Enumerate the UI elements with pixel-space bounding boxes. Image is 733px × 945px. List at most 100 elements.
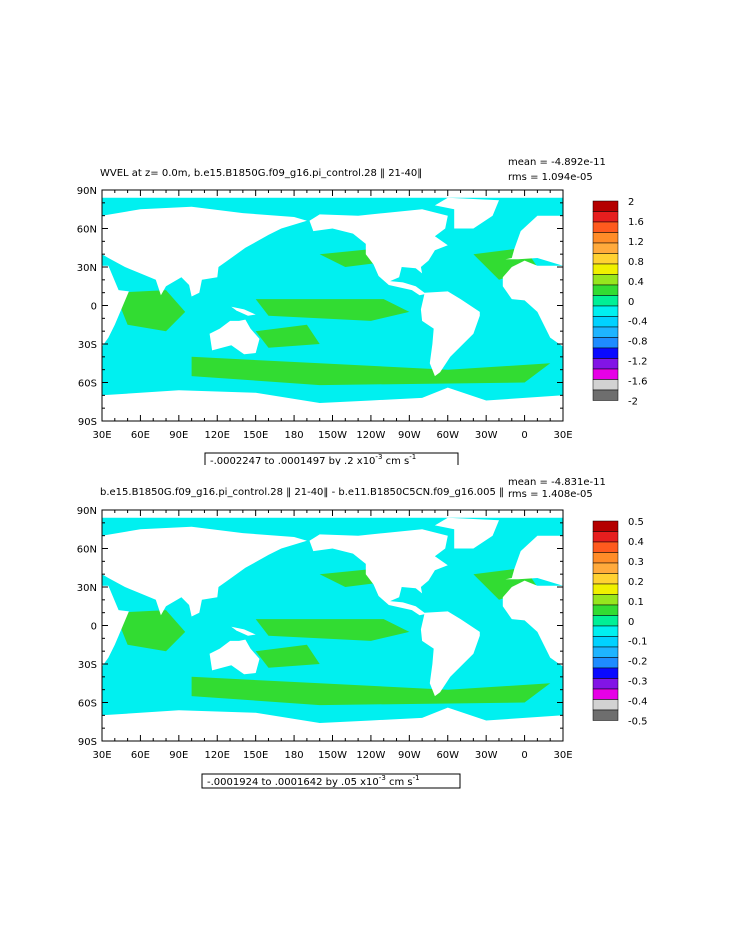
colorbar-label: 2 (628, 197, 634, 208)
colorbar-label: 1.2 (628, 237, 644, 248)
colorbar-label: 0.1 (628, 597, 644, 608)
y-tick-label: 0 (91, 302, 97, 313)
colorbar: 2 1.6 1.2 0.8 0.4 0 -0.4 -0.8 -1.2 -1.6 -2 (592, 197, 648, 408)
upwelling-region (255, 299, 410, 321)
x-tick-label: 120E (205, 750, 230, 761)
land-mask (434, 517, 499, 549)
x-tick-label: 150E (243, 750, 268, 761)
range-box: -.0002247 to .0001497 by .2 x10-3 cm s-1 (204, 452, 459, 465)
colorbar-label: -0.4 (628, 697, 648, 708)
land-mask (102, 707, 563, 741)
x-tick-label: 60E (131, 430, 150, 441)
upwelling-region (255, 644, 320, 668)
colorbar-cell (592, 295, 619, 307)
colorbar-label: 0 (628, 617, 634, 628)
colorbar-label: 0.4 (628, 537, 644, 548)
colorbar-cell (592, 531, 619, 543)
y-tick-label: 30S (78, 660, 97, 671)
land-mask (209, 639, 260, 675)
y-tick-label: 90N (77, 186, 97, 197)
colorbar-cell (592, 263, 619, 275)
colorbar-cell (592, 316, 619, 328)
colorbar-label: 0.5 (628, 517, 644, 528)
x-tick-label: 120E (205, 430, 230, 441)
land-mask (309, 529, 448, 616)
colorbar-cell (592, 709, 619, 721)
colorbar-cell (592, 211, 619, 223)
x-tick-label: 60W (436, 750, 459, 761)
colorbar-cell (592, 520, 619, 532)
map-plot (102, 510, 563, 741)
colorbar-label: 0 (628, 297, 634, 308)
land-mask (309, 209, 448, 296)
range-units-exp: -1 (413, 774, 420, 782)
x-tick-label: 90E (169, 430, 188, 441)
rms-label: rms = 1.408e-05 (508, 489, 593, 500)
colorbar-cell (592, 573, 619, 585)
y-tick-label: 60N (77, 225, 97, 236)
colorbar-cell (592, 337, 619, 349)
land-mask (102, 585, 129, 667)
land-mask (102, 387, 563, 421)
colorbar-cell (592, 552, 619, 564)
colorbar-label: -0.8 (628, 337, 648, 348)
range-label: -.0002247 to .0001497 by .2 x10 (210, 456, 375, 465)
colorbar-cell (592, 253, 619, 265)
y-tick-label: 30N (77, 263, 97, 274)
colorbar-cell (592, 625, 619, 637)
colorbar-cell (592, 541, 619, 553)
colorbar-cell (592, 368, 619, 380)
y-tick-label: 30S (78, 340, 97, 351)
y-tick-label: 60S (78, 379, 97, 390)
colorbar-cell (592, 232, 619, 244)
x-tick-label: 150W (318, 750, 347, 761)
range-box: -.0001924 to .0001642 by .05 x10-3 cm s-… (201, 773, 461, 789)
y-tick-label: 90N (77, 506, 97, 517)
upwelling-region (191, 676, 551, 706)
range-exp: -3 (375, 453, 382, 461)
colorbar-cell (592, 583, 619, 595)
x-tick-label: 0 (521, 430, 527, 441)
x-tick-label: 30E (92, 430, 111, 441)
colorbar-label: 0.4 (628, 277, 644, 288)
colorbar-cell (592, 699, 619, 711)
x-tick-label: 150E (243, 430, 268, 441)
range-units: cm s (386, 777, 413, 788)
colorbar-label: -1.2 (628, 357, 648, 368)
colorbar-cell (592, 242, 619, 254)
x-tick-label: 30E (553, 430, 572, 441)
range-units-exp: -1 (409, 453, 416, 461)
colorbar-label: -0.4 (628, 317, 648, 328)
x-tick-label: 60W (436, 430, 459, 441)
colorbar-cell (592, 636, 619, 648)
panel-2: b.e15.B1850G.f09_g16.pi_control.28 ‖ 21-… (77, 477, 648, 789)
colorbar-label: -0.5 (628, 717, 648, 728)
land-mask (502, 580, 563, 667)
svg-text:-.0001924 to .0001642 by .05 x: -.0001924 to .0001642 by .05 x10-3 cm s-… (207, 774, 420, 788)
x-tick-label: 30W (475, 750, 498, 761)
colorbar-cell (592, 667, 619, 679)
colorbar-cell (592, 678, 619, 690)
x-tick-label: 90W (398, 750, 421, 761)
colorbar-cell (592, 305, 619, 317)
colorbar-label: -0.1 (628, 637, 648, 648)
x-tick-label: 60E (131, 750, 150, 761)
upwelling-region (255, 324, 320, 348)
colorbar-label: 1.6 (628, 217, 644, 228)
land-mask (420, 291, 480, 377)
colorbar-cell (592, 358, 619, 370)
land-mask (102, 526, 307, 617)
title: WVEL at z= 0.0m, b.e15.B1850G.f09_g16.pi… (100, 168, 422, 179)
upwelling-region (191, 356, 551, 386)
range-label: -.0001924 to .0001642 by .05 x10 (207, 777, 379, 788)
colorbar-label: -0.2 (628, 657, 648, 668)
colorbar-cell (592, 389, 619, 401)
colorbar-label: -1.6 (628, 377, 648, 388)
panel-1: WVEL at z= 0.0m, b.e15.B1850G.f09_g16.pi… (77, 157, 648, 465)
colorbar-cell (592, 562, 619, 574)
land-mask (209, 319, 260, 355)
y-tick-label: 60S (78, 699, 97, 710)
title: b.e15.B1850G.f09_g16.pi_control.28 ‖ 21-… (100, 487, 504, 498)
y-tick-label: 90S (78, 737, 97, 748)
x-tick-label: 90E (169, 750, 188, 761)
